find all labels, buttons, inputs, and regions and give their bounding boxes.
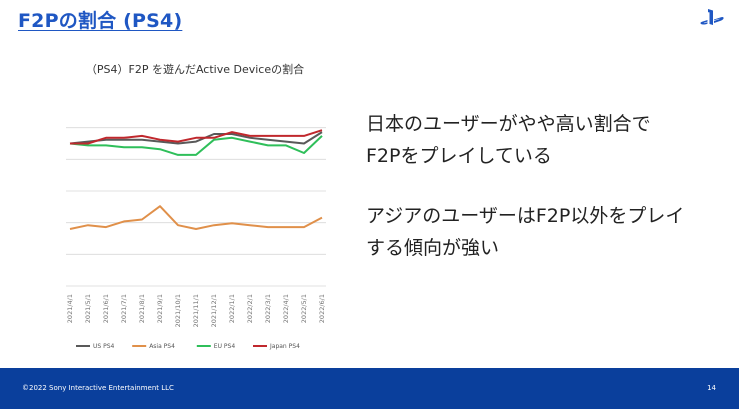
x-tick-label: 2022/5/1 <box>300 294 308 323</box>
x-tick-label: 2022/4/1 <box>282 294 290 323</box>
x-tick-label: 2021/9/1 <box>156 294 164 323</box>
x-tick-label: 2022/1/1 <box>228 294 236 323</box>
bullet-asia-line-1: アジアのユーザーはF2P以外をプレイ <box>366 205 685 227</box>
footer-bar: ©2022 Sony Interactive Entertainment LLC… <box>0 368 739 409</box>
f2p-line-chart: （PS4）F2P を遊んだActive Deviceの割合 2021/4/1 20… <box>66 62 326 350</box>
x-tick-label: 2022/2/1 <box>246 294 254 323</box>
legend-label: Asia PS4 <box>149 343 175 350</box>
x-tick-label: 2021/10/1 <box>174 294 182 327</box>
x-tick-label: 2021/12/1 <box>210 294 218 327</box>
series-line-us-ps4 <box>69 131 323 145</box>
slide-title: F2Pの割合 (PS4) <box>18 10 183 32</box>
series-line-eu-ps4 <box>69 135 323 156</box>
bullet-japan-line-2: F2Pをプレイしている <box>366 145 552 167</box>
legend-label: US PS4 <box>93 343 115 350</box>
legend-label: EU PS4 <box>214 343 236 350</box>
series-line-japan-ps4 <box>70 129 323 145</box>
bullet-japan: 日本のユーザーがやや高い割合で F2Pをプレイしている <box>366 108 726 172</box>
bullet-japan-line-1: 日本のユーザーがやや高い割合で <box>366 113 651 135</box>
x-tick-label: 2022/3/1 <box>264 294 272 323</box>
legend-label: Japan PS4 <box>269 343 300 350</box>
x-tick-label: 2021/4/1 <box>66 294 74 323</box>
x-tick-label: 2021/8/1 <box>138 294 146 323</box>
bullet-asia-line-2: する傾向が強い <box>366 237 500 259</box>
playstation-logo-icon <box>700 9 724 25</box>
x-tick-label: 2021/6/1 <box>102 294 110 323</box>
x-tick-label: 2021/11/1 <box>192 294 200 327</box>
page-number: 14 <box>707 384 716 392</box>
copyright-text: ©2022 Sony Interactive Entertainment LLC <box>22 384 174 392</box>
bullet-asia: アジアのユーザーはF2P以外をプレイ する傾向が強い <box>366 200 726 264</box>
chart-title: （PS4）F2P を遊んだActive Deviceの割合 <box>86 62 304 76</box>
series-line-asia-ps4 <box>69 205 323 230</box>
x-tick-label: 2021/5/1 <box>84 294 92 323</box>
x-tick-label: 2022/6/1 <box>318 294 326 323</box>
x-tick-label: 2021/7/1 <box>120 294 128 323</box>
